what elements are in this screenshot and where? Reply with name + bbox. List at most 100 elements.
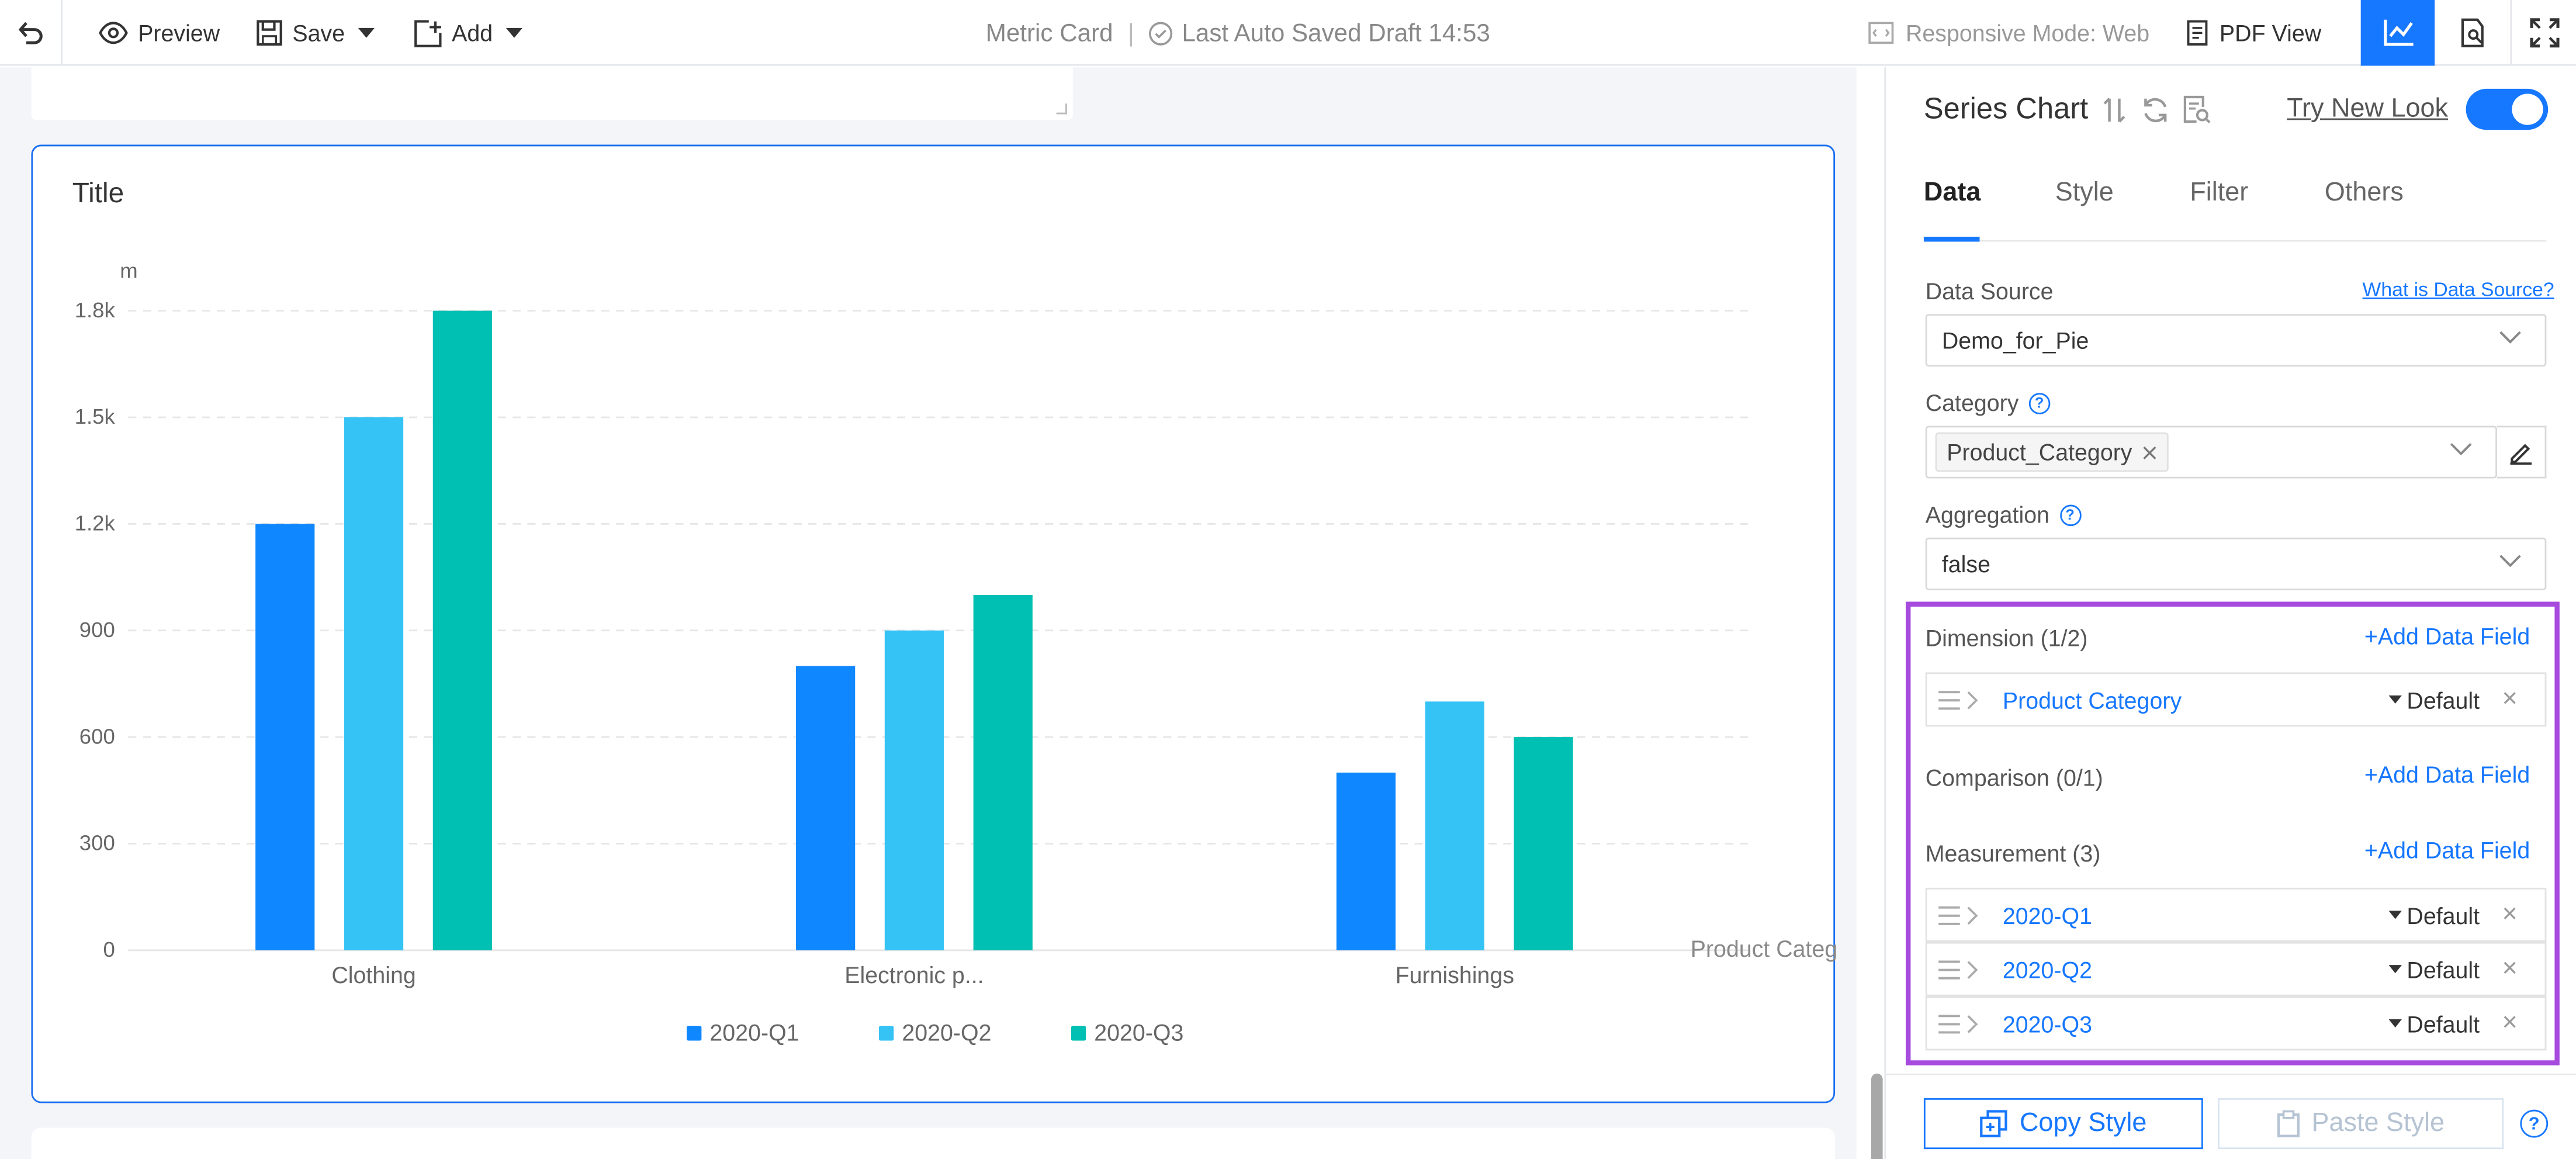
- document-icon: [2187, 20, 2208, 46]
- data-source-label: Data Source: [1926, 278, 2054, 304]
- measurement-field-row[interactable]: 2020-Q1 Default ×: [1925, 887, 2547, 942]
- category-select[interactable]: Product_Category: [1925, 425, 2498, 479]
- x-axis-title: Product Categ: [1691, 936, 1837, 962]
- chevron-down-icon: [2499, 331, 2521, 344]
- remove-field-icon[interactable]: ×: [2502, 1009, 2518, 1037]
- bar-2020-q3: [1514, 737, 1573, 950]
- y-tick-label: 600: [79, 724, 115, 748]
- fullscreen-button[interactable]: [2510, 0, 2576, 66]
- measurement-field-row[interactable]: 2020-Q2 Default ×: [1925, 942, 2547, 997]
- copy-style-label: Copy Style: [2019, 1109, 2147, 1137]
- y-tick-label: 0: [103, 937, 115, 961]
- dimension-field-name: Product Category: [2002, 686, 2182, 713]
- category-tag-label: Product_Category: [1947, 439, 2132, 466]
- drag-handle-icon[interactable]: [1937, 689, 1986, 712]
- bar-2020-q1: [796, 666, 856, 950]
- card-title: Title: [72, 177, 124, 209]
- help-icon[interactable]: ?: [2059, 504, 2081, 525]
- document-status: Metric Card | Last Auto Saved Draft 14:5…: [986, 0, 1490, 66]
- aggregation-select[interactable]: false: [1925, 537, 2547, 590]
- inspect-icon[interactable]: [2183, 95, 2211, 124]
- close-icon[interactable]: [2142, 445, 2156, 459]
- pdf-view-label: PDF View: [2219, 19, 2322, 46]
- next-card[interactable]: [31, 1127, 1836, 1159]
- field-mode-label: Default: [2407, 686, 2480, 713]
- add-dimension-field-button[interactable]: +Add Data Field: [2364, 623, 2530, 650]
- undo-button[interactable]: [0, 0, 63, 66]
- panel-divider: [1884, 67, 1886, 1159]
- y-tick-label: 300: [79, 831, 115, 855]
- caret-down-icon: [2388, 911, 2402, 919]
- canvas-scrollbar[interactable]: [1871, 1073, 1883, 1159]
- bar-chart: m 0 300 600 900 1.2k 1.5k 1.8k Clothing Electroni…: [75, 258, 1837, 1046]
- help-icon[interactable]: ?: [2520, 1109, 2549, 1138]
- responsive-icon: [1868, 22, 1894, 44]
- field-mode-dropdown[interactable]: Default: [2388, 1010, 2480, 1036]
- legend-label: 2020-Q2: [902, 1020, 991, 1046]
- add-measurement-field-button[interactable]: +Add Data Field: [2364, 836, 2530, 863]
- field-mode-label: Default: [2407, 1010, 2480, 1037]
- field-mode-dropdown[interactable]: Default: [2388, 686, 2480, 712]
- responsive-mode-button[interactable]: Responsive Mode: Web: [1868, 0, 2149, 66]
- bar-2020-q3: [432, 310, 492, 950]
- bar-2020-q1: [255, 524, 315, 950]
- edit-category-button[interactable]: [2497, 425, 2547, 479]
- pdf-view-button[interactable]: PDF View: [2187, 0, 2321, 66]
- data-source-select[interactable]: Demo_for_Pie: [1925, 314, 2547, 367]
- add-button[interactable]: Add: [414, 0, 522, 66]
- remove-field-icon[interactable]: ×: [2502, 685, 2518, 714]
- panel-header: Series Chart: [1924, 92, 2211, 127]
- drag-handle-icon[interactable]: [1937, 959, 1986, 981]
- resize-handle-icon[interactable]: [1055, 102, 1068, 115]
- y-tick-label: 1.8k: [75, 298, 116, 322]
- caret-down-icon: [2388, 1019, 2402, 1027]
- previous-card[interactable]: [31, 67, 1073, 120]
- drag-handle-icon[interactable]: [1937, 1013, 1986, 1036]
- what-is-data-source-link[interactable]: What is Data Source?: [2362, 278, 2554, 301]
- edit-pencil-icon: [2510, 443, 2532, 464]
- remove-field-icon[interactable]: ×: [2502, 901, 2518, 929]
- settings-panel: Series Chart Try New Look Data Style Fil…: [1886, 67, 2576, 1159]
- dimension-field-row[interactable]: Product Category Default ×: [1925, 672, 2547, 727]
- help-icon[interactable]: ?: [2028, 392, 2050, 414]
- legend-swatch: [1071, 1026, 1086, 1041]
- line-chart-icon: [2383, 19, 2413, 46]
- comparison-label: Comparison (0/1): [1925, 764, 2103, 791]
- paste-style-button[interactable]: Paste Style: [2218, 1098, 2504, 1150]
- drag-handle-icon[interactable]: [1937, 904, 1986, 927]
- measurement-field-row[interactable]: 2020-Q3 Default ×: [1925, 996, 2547, 1051]
- field-mode-dropdown[interactable]: Default: [2388, 902, 2480, 928]
- measurement-field-name: 2020-Q1: [2002, 901, 2093, 928]
- tab-others[interactable]: Others: [2324, 179, 2404, 207]
- fields-highlight-box: [1905, 601, 2560, 1065]
- try-new-look-link[interactable]: Try New Look: [2287, 95, 2448, 123]
- preview-label: Preview: [138, 19, 220, 46]
- data-source-label-text: Data Source: [1925, 278, 2054, 305]
- preview-button[interactable]: Preview: [99, 0, 220, 66]
- page-settings-button[interactable]: [2440, 0, 2505, 66]
- category-label: Category ?: [1926, 390, 2050, 416]
- data-source-value: Demo_for_Pie: [1941, 327, 2089, 354]
- chart-card[interactable]: Title m 0 300 600 900 1.2k 1.5k 1.8k Clothing Ele…: [31, 144, 1837, 1103]
- measurement-field-name: 2020-Q3: [2002, 1010, 2093, 1037]
- copy-style-button[interactable]: Copy Style: [1923, 1098, 2203, 1150]
- remove-field-icon[interactable]: ×: [2502, 955, 2518, 984]
- tab-data[interactable]: Data: [1923, 179, 1981, 207]
- bar-2020-q3: [973, 594, 1033, 950]
- responsive-mode-label: Responsive Mode: Web: [1905, 19, 2150, 46]
- bar-2020-q2: [884, 630, 944, 950]
- top-toolbar: Preview Save Add Metric Card | Last Auto…: [0, 0, 2576, 66]
- new-look-toggle[interactable]: [2466, 88, 2549, 130]
- chart-settings-button[interactable]: [2360, 0, 2435, 66]
- add-comparison-field-button[interactable]: +Add Data Field: [2364, 761, 2530, 788]
- sort-icon[interactable]: [2101, 95, 2128, 124]
- tab-filter[interactable]: Filter: [2190, 179, 2249, 207]
- category-tag: Product_Category: [1935, 432, 2169, 472]
- caret-down-icon: [505, 27, 522, 38]
- check-circle-icon: [1149, 21, 1173, 45]
- tab-style[interactable]: Style: [2055, 179, 2114, 207]
- switch-chart-icon[interactable]: [2141, 95, 2170, 124]
- panel-tabs: Data Style Filter Others: [1923, 179, 2547, 242]
- save-button[interactable]: Save: [257, 0, 375, 66]
- field-mode-dropdown[interactable]: Default: [2388, 956, 2480, 982]
